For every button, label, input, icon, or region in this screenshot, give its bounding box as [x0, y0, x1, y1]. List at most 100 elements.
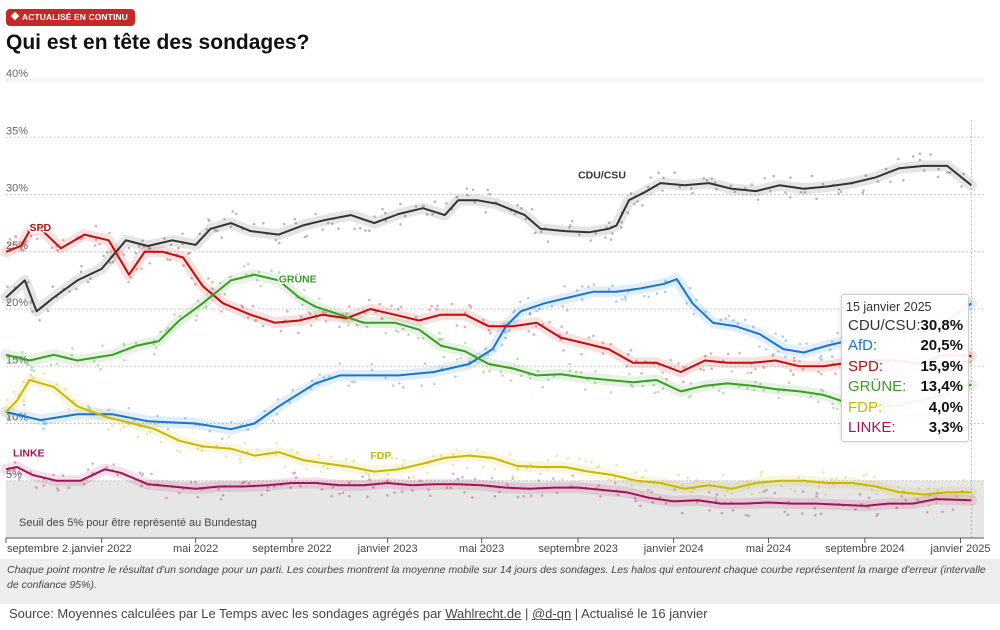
poll-dot [836, 331, 839, 335]
poll-dot [107, 408, 110, 412]
poll-dot [322, 376, 326, 379]
poll-dot [647, 295, 651, 299]
poll-dot [604, 236, 607, 239]
poll-dot [623, 295, 627, 299]
poll-dot [35, 223, 38, 226]
poll-dot [647, 185, 650, 189]
poll-dot [730, 492, 733, 495]
poll-dot [88, 421, 91, 425]
chart-tooltip: 15 janvier 2025 CDU/CSU: 30,8% AfD: 20,5% SP… [841, 294, 969, 442]
poll-dot [519, 300, 522, 304]
poll-dot [252, 222, 256, 226]
poll-dot [455, 324, 459, 327]
x-tick-label: septembre 2024 [825, 543, 905, 555]
poll-dot [844, 476, 847, 479]
poll-dot [805, 342, 809, 345]
poll-dot [839, 190, 843, 193]
poll-dot [348, 305, 351, 308]
poll-dots [6, 372, 965, 508]
poll-dot [815, 492, 819, 495]
poll-dot [279, 329, 283, 333]
poll-dot [607, 221, 611, 224]
poll-dot [813, 507, 816, 510]
poll-dot [227, 435, 231, 439]
poll-dot [493, 494, 497, 498]
poll-dot [664, 502, 668, 505]
poll-dot [695, 500, 699, 504]
poll-dot [464, 311, 467, 315]
author-link[interactable]: @d-qn [531, 606, 572, 621]
poll-dot [189, 481, 193, 484]
poll-dot [87, 405, 90, 408]
poll-dot [596, 465, 599, 469]
series-line-afd [5, 278, 973, 431]
poll-dot [459, 356, 463, 360]
poll-dot [649, 176, 652, 179]
poll-dot [468, 303, 471, 307]
poll-dot [686, 476, 689, 480]
poll-dot [352, 459, 356, 463]
poll-dot [147, 246, 151, 250]
poll-dot [946, 171, 949, 174]
poll-dot [187, 252, 190, 255]
poll-dot [737, 385, 740, 389]
poll-dot [692, 312, 696, 316]
poll-dot [213, 229, 217, 232]
poll-dot [350, 380, 354, 384]
poll-dot [420, 384, 424, 387]
poll-dot [396, 307, 400, 311]
poll-dot [710, 367, 713, 370]
poll-dot [727, 314, 731, 318]
poll-dot [407, 333, 410, 336]
poll-dot [367, 475, 371, 479]
poll-dot [620, 220, 623, 224]
poll-dot [322, 465, 325, 468]
poll-dot [32, 377, 36, 380]
poll-dot [641, 476, 644, 479]
poll-dot [247, 482, 251, 485]
poll-dot [289, 486, 293, 490]
poll-dot [917, 487, 921, 491]
poll-dot [403, 214, 407, 218]
poll-dot [801, 367, 805, 371]
poll-dot [683, 366, 686, 370]
poll-dot [403, 459, 406, 462]
poll-dot [820, 358, 824, 361]
poll-dot [646, 489, 650, 492]
poll-dot [493, 468, 497, 471]
poll-dot [702, 177, 706, 180]
poll-dot [266, 489, 269, 493]
poll-dot [709, 352, 713, 355]
poll-dot [365, 325, 369, 328]
poll-dot [445, 486, 449, 490]
poll-dot [384, 219, 388, 223]
poll-dot [12, 468, 16, 472]
poll-dot [590, 461, 593, 464]
series-line-linke [5, 466, 972, 507]
poll-dot [715, 187, 718, 191]
poll-line-chart[interactable]: Seuil des 5% pour être représenté au Bun… [0, 66, 1000, 559]
poll-dot [688, 286, 692, 290]
poll-dot [218, 281, 222, 285]
poll-dot [450, 302, 454, 306]
poll-dot [46, 309, 50, 312]
poll-dot [635, 359, 638, 363]
poll-dot [52, 473, 55, 477]
poll-dot [195, 314, 198, 318]
poll-dot [555, 454, 559, 458]
wahlrecht-link[interactable]: Wahlrecht.de [445, 606, 522, 621]
poll-dot [211, 287, 214, 290]
poll-dot [384, 376, 388, 380]
poll-dot [395, 457, 398, 460]
poll-dot [338, 362, 342, 365]
poll-dot [541, 322, 544, 326]
poll-dot [730, 370, 733, 373]
poll-dot [221, 493, 225, 497]
poll-dot [607, 478, 611, 482]
poll-dot [669, 358, 672, 362]
poll-dot [106, 251, 109, 254]
poll-dot [537, 479, 540, 482]
poll-dot [414, 315, 418, 319]
poll-dot [601, 341, 605, 345]
poll-dot [726, 489, 730, 492]
